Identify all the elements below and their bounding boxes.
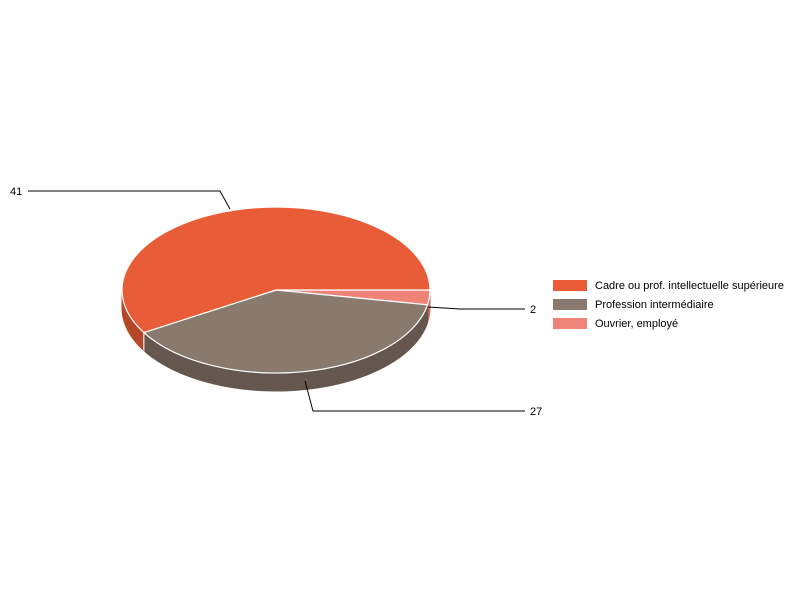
legend-item-cadre: Cadre ou prof. intellectuelle supérieure [553,276,784,295]
leader-lines [28,190,525,412]
leader-line-ouvrier [427,306,525,310]
data-label-cadre: 41 [10,186,22,198]
pie-slice-cadre[interactable] [121,206,431,334]
legend-swatch [553,280,587,291]
data-label-profession: 27 [530,406,542,418]
legend-swatch [553,299,587,310]
legend-swatch [553,318,587,329]
legend-label: Profession intermédiaire [595,298,714,311]
legend-item-profession: Profession intermédiaire [553,295,784,314]
legend-label: Cadre ou prof. intellectuelle supérieure [595,279,784,292]
data-label-ouvrier: 2 [530,304,536,316]
leader-line-profession [304,380,525,412]
legend: Cadre ou prof. intellectuelle supérieure… [553,276,784,333]
pie-slices [121,206,431,374]
legend-item-ouvrier: Ouvrier, employé [553,314,784,333]
legend-label: Ouvrier, employé [595,317,679,330]
pie-slice-profession[interactable] [143,289,429,374]
leader-line-cadre [28,190,231,210]
